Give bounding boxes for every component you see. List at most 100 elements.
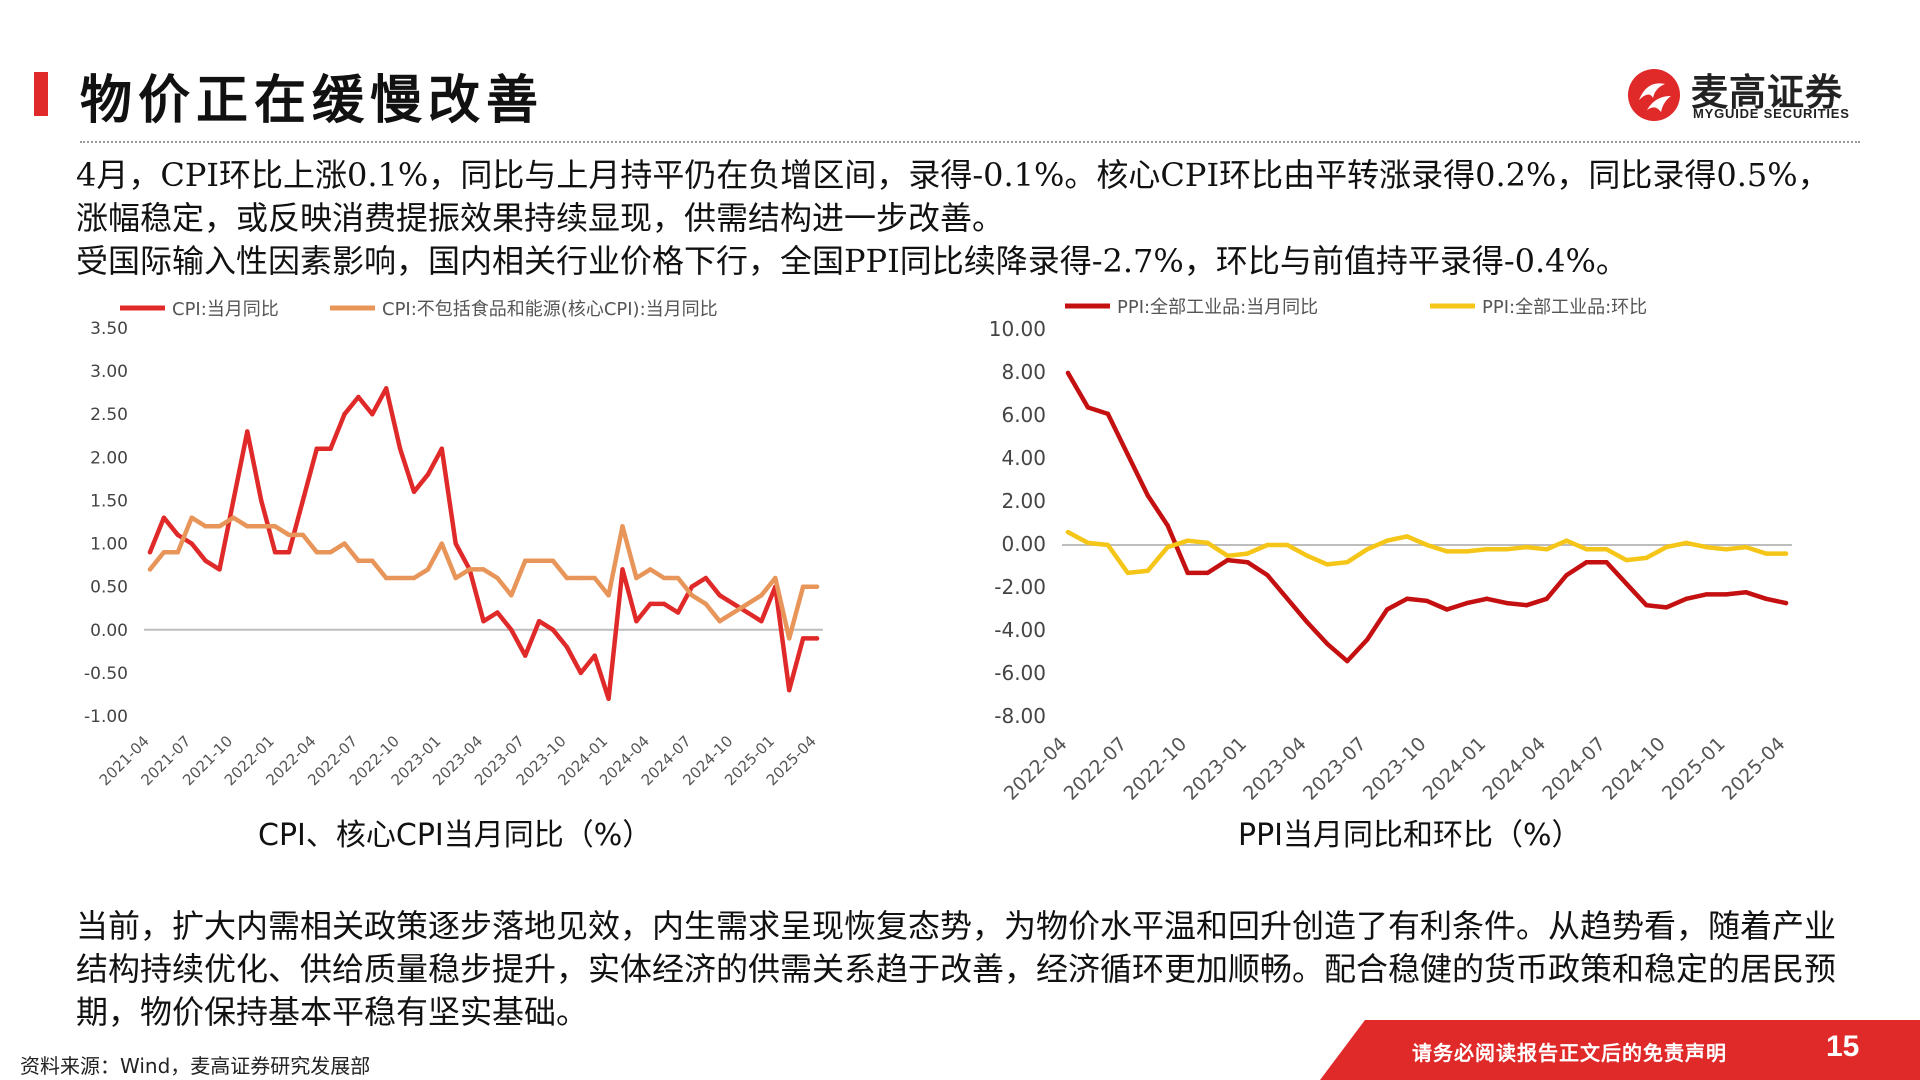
ppi-yoy-series-point [1664, 605, 1669, 610]
ppi-yoy-series-point [1444, 607, 1450, 612]
y-tick-label: -2.00 [994, 575, 1046, 599]
ppi-yoy-series-point [1584, 560, 1589, 565]
core-cpi-series-point [384, 575, 389, 581]
ppi-yoy-series-point [1185, 570, 1190, 576]
ppi-mom-series-point [1145, 568, 1150, 573]
core-cpi-series-point [425, 567, 431, 572]
core-cpi-series-point [814, 584, 820, 589]
ppi-mom-series-point [1245, 551, 1250, 556]
y-tick-label: 10.00 [989, 317, 1046, 341]
ppi-yoy-series-point [1205, 570, 1210, 576]
cpi-series-point [272, 549, 278, 555]
cpi-series-point [453, 541, 458, 546]
ppi-mom-series-point [1265, 542, 1270, 548]
ppi-mom-series-point [1684, 540, 1689, 546]
ppi-mom-series-point [1404, 534, 1410, 539]
ppi-yoy-series-point [1684, 596, 1689, 601]
core-cpi-series-point [787, 636, 792, 641]
cpi-series-point [509, 627, 514, 632]
y-tick-label: 0.00 [90, 621, 128, 641]
ppi-yoy-series-point [1225, 557, 1230, 563]
cpi-series-point [536, 618, 542, 624]
ppi-yoy-series-point [1364, 637, 1370, 642]
cpi-series-point [578, 670, 583, 676]
core-cpi-series-point [509, 593, 514, 598]
cpi-series-point [189, 541, 194, 546]
ppi-yoy-series-point [1065, 370, 1071, 376]
ppi-mom-series-point [1504, 547, 1509, 552]
logo-mark-icon [1628, 69, 1680, 121]
core-cpi-series-point [314, 549, 319, 555]
core-cpi-series-point [634, 575, 639, 581]
x-tick-label: 2023-10 [1359, 733, 1431, 805]
cpi-series-point [328, 446, 333, 451]
ppi-mom-series-point [1524, 544, 1529, 550]
core-cpi-series-point [439, 541, 445, 546]
cpi-chart: CPI:当月同比 CPI:不包括食品和能源(核心CPI):当月同比 -1.00 -0.… [84, 299, 823, 789]
ppi-mom-series-point [1205, 540, 1210, 546]
company-logo: 麦高证券 MYGUIDE SECURITIES [1625, 60, 1865, 130]
disclaimer-text: 请务必阅读报告正文后的免责声明 [1412, 1041, 1727, 1065]
ppi-mom-series-point [1584, 547, 1589, 552]
cpi-series-point [439, 446, 445, 451]
ppi-mom-series-point [1604, 547, 1609, 552]
ppi-yoy-series-point [1544, 596, 1549, 601]
y-tick-label: 0.50 [90, 578, 128, 598]
ppi-yoy-series-point [1085, 405, 1091, 410]
cpi-series-point [495, 610, 500, 615]
core-cpi-series-point [745, 601, 750, 607]
ppi-mom-series-point [1484, 547, 1490, 552]
ppi-mom-series-point [1723, 547, 1729, 552]
core-cpi-series-point [175, 549, 180, 555]
core-cpi-series-point [189, 515, 194, 520]
ppi-yoy-series-point [1644, 603, 1649, 608]
ppi-mom-series-line [1065, 529, 1789, 576]
ppi-yoy-series-point [1723, 592, 1729, 597]
cpi-series-point [550, 627, 556, 632]
cpi-series-point [286, 549, 292, 555]
cpi-series-point [675, 610, 681, 615]
cpi-series-point [759, 618, 764, 624]
y-tick-label: 2.00 [90, 448, 128, 468]
ppi-yoy-series-point [1504, 600, 1509, 606]
ppi-mom-series-point [1085, 540, 1091, 546]
ppi-yoy-series-point [1145, 493, 1150, 498]
core-cpi-series-point [286, 532, 292, 538]
logo-chinese-name: 麦高证券 [1691, 71, 1843, 114]
logo-english-name: MYGUIDE SECURITIES [1693, 106, 1850, 121]
ppi-mom-series-point [1185, 538, 1190, 543]
ppi-mom-series-point [1285, 542, 1290, 548]
x-tick-label: 2023-01 [1179, 733, 1251, 805]
x-tick-label: 2024-04 [1479, 733, 1551, 805]
core-cpi-series-point [231, 515, 236, 520]
ppi-yoy-series-point [1464, 600, 1470, 606]
cpi-series-point [342, 412, 347, 417]
cpi-series-point [787, 687, 792, 693]
core-cpi-series-point [147, 567, 153, 572]
cpi-series-point [661, 601, 667, 607]
core-cpi-series-point [536, 558, 542, 563]
data-source: 资料来源：Wind，麦高证券研究发展部 [20, 1054, 371, 1078]
y-tick-label: -0.50 [84, 664, 128, 684]
core-cpi-series-point [620, 524, 625, 529]
core-cpi-series-point [689, 593, 695, 598]
ppi-mom-series-point [1364, 547, 1370, 552]
x-tick-label: 2022-07 [1060, 733, 1132, 805]
cpi-series-point [634, 618, 639, 624]
core-cpi-series-point [370, 558, 375, 563]
legend-label-1: CPI:不包括食品和能源(核心CPI):当月同比 [382, 299, 718, 320]
core-cpi-series-point [495, 575, 500, 581]
x-tick-label: 2024-01 [1419, 733, 1491, 805]
cpi-series-point [717, 593, 722, 598]
y-tick-label: 2.50 [90, 405, 128, 425]
cpi-series-point [620, 567, 625, 572]
core-cpi-series-point [800, 584, 806, 589]
ppi-mom-series-point [1305, 553, 1310, 558]
x-tick-label: 2022-10 [1120, 733, 1192, 805]
ppi-mom-series-point [1384, 538, 1390, 543]
y-tick-label: 1.00 [90, 535, 128, 555]
ppi-yoy-series-point [1704, 592, 1709, 597]
ppi-mom-series-point [1783, 551, 1789, 556]
cpi-series-point [384, 386, 389, 391]
ppi-yoy-series-point [1384, 607, 1390, 612]
